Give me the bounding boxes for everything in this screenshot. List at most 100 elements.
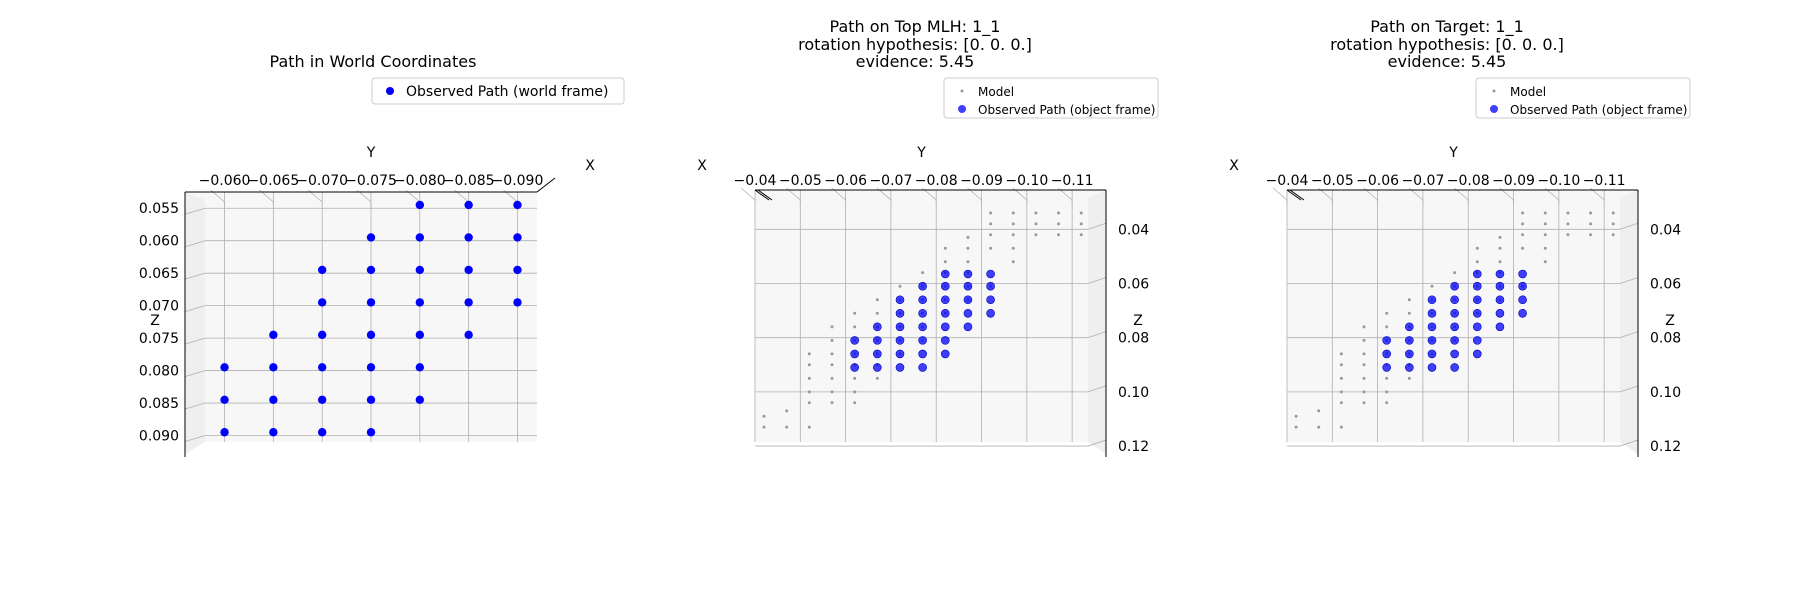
model-point [1498,260,1502,264]
model-point [1611,233,1615,237]
legend-entry: Observed Path (world frame) [406,84,608,100]
model-point [1362,352,1366,356]
tick-label-z: 0.08 [1118,331,1149,347]
observed-path-point [895,363,905,372]
observed-path-point [873,363,882,372]
observed-path-point [1450,363,1459,372]
observed-path-point [1427,308,1437,318]
grid-line-y-top [1544,187,1560,204]
model-point [1057,211,1061,215]
model-point [853,325,857,329]
observed-path-point [513,200,522,210]
model-point [1034,211,1038,215]
model-point [830,325,834,329]
observed-path-point [895,336,905,345]
observed-path-point [269,395,278,404]
observed-path-point [1427,349,1437,359]
grid-line-z-side [184,435,206,442]
observed-path-point [415,298,425,307]
model-point [1566,233,1570,237]
tick-label-y: −0.07 [1401,173,1444,189]
model-point [853,311,857,315]
tick-label-y: −0.05 [779,173,822,189]
grid-line-y-top [1408,187,1424,204]
model-point [1362,363,1366,367]
grid-line-y-top [831,187,847,204]
model-point [875,376,879,380]
observed-path-point [513,233,522,242]
model-point [1362,325,1366,329]
observed-path-point [850,349,859,359]
model-point [1385,325,1389,329]
legend-entry: Model [978,85,1014,99]
model-point [1011,222,1015,226]
observed-path-point [1472,336,1482,345]
legend-entry: Observed Path (object frame) [1510,103,1687,117]
grid-line-y-top [921,187,937,204]
observed-path-point [940,269,950,279]
model-point [898,284,902,288]
observed-path-point [1405,336,1414,345]
tick-label-y: −0.11 [1051,173,1094,189]
x-axis-line-2 [757,189,773,201]
model-point [807,376,811,380]
model-point [1362,390,1366,394]
observed-path-point [940,308,950,318]
model-point [1407,311,1411,315]
side-pane [1088,190,1106,454]
observed-path-point [317,428,327,437]
model-point [1498,235,1502,239]
grid-line-z-side [1619,277,1639,284]
observed-path-point [366,363,376,372]
model-point [1362,338,1366,342]
model-point [785,409,789,413]
tick-label-z: 0.04 [1118,222,1149,238]
observed-path-point [1472,295,1482,305]
x-axis-line [1286,189,1302,201]
tick-label-z: 0.10 [1650,385,1681,401]
axis-label-z: Z [150,313,160,329]
grid-line-z-side [184,207,206,215]
model-point [1385,311,1389,315]
observed-path-point [963,308,973,318]
model-point [1407,376,1411,380]
grid-line-z-side [1087,385,1107,393]
tick-label-y: −0.11 [1583,173,1626,189]
tick-label-z: 0.055 [139,201,179,217]
grid-line-z-side [184,305,206,313]
legend-entry: Model [1510,85,1546,99]
model-point [1385,390,1389,394]
grid-line-z-side [1619,331,1639,339]
observed-path-point [464,233,473,242]
observed-path-point [269,330,278,340]
model-point [1079,233,1083,237]
tick-label-z: 0.06 [1650,276,1681,292]
observed-path-point [940,295,950,305]
back-pane [1287,190,1638,442]
grid-line-y-top [967,187,982,204]
observed-path-point [918,349,927,359]
grid-line-y-top [356,189,372,206]
axis-label-z: Z [1665,313,1675,329]
model-point [807,425,811,429]
grid-line-y-top [259,189,274,206]
model-point [1011,211,1015,215]
model-point [853,376,857,380]
model-point [966,246,970,250]
grid-line-y-top [786,187,801,204]
back-pane [185,192,537,442]
tick-label-y: −0.08 [915,173,958,189]
grid-line-y-top [307,189,323,206]
tick-label-y: −0.10 [1005,173,1048,189]
model-point [1498,246,1502,250]
observed-path-point [464,265,473,275]
observed-path-point [1472,269,1482,279]
model-point [1057,222,1061,226]
grid-line-z-side [184,240,206,248]
model-point [1521,233,1525,237]
observed-path-point [464,330,473,340]
observed-path-point [317,298,327,307]
side-pane [1620,190,1638,454]
observed-path-point [895,322,905,332]
